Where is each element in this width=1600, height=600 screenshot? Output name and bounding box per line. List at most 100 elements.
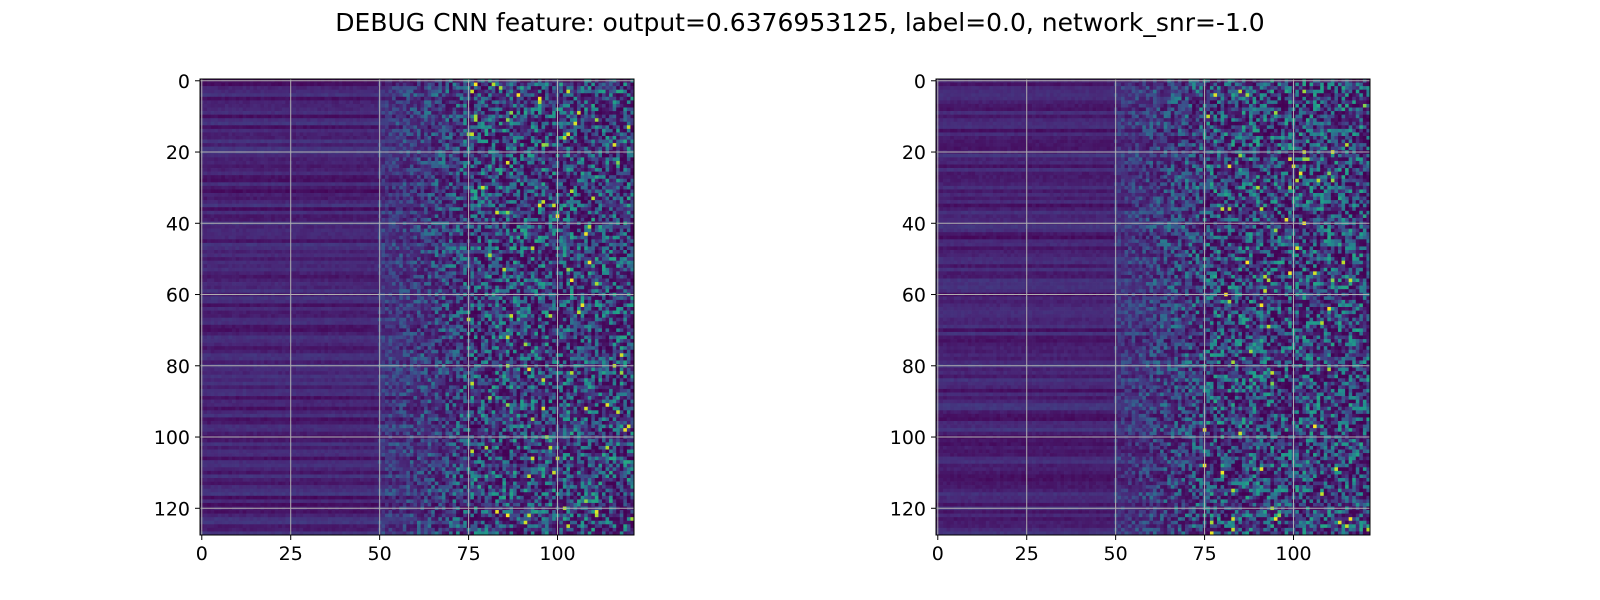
heatmap-cell: [588, 86, 592, 90]
heatmap-cell: [218, 90, 222, 94]
heatmap-cell: [502, 97, 506, 101]
heatmap-cell: [431, 97, 435, 101]
heatmap-cell: [349, 93, 353, 97]
heatmap-cell: [513, 83, 517, 87]
heatmap-cell: [499, 83, 503, 87]
heatmap-cell: [225, 86, 229, 90]
heatmap-cell: [257, 97, 261, 101]
heatmap-cell: [574, 93, 578, 97]
heatmap-cell: [296, 108, 300, 112]
heatmap-cell: [627, 104, 631, 108]
heatmap-cell: [282, 104, 286, 108]
heatmap-cells: [200, 79, 634, 535]
heatmap-cell: [438, 90, 442, 94]
heatmap-cell: [349, 90, 353, 94]
heatmap-cell: [374, 90, 378, 94]
heatmap-cell: [278, 104, 282, 108]
heatmap-cell: [335, 93, 339, 97]
heatmap-cell: [346, 93, 350, 97]
heatmap-cell: [549, 100, 553, 104]
heatmap-cell: [296, 100, 300, 104]
heatmap-cell: [609, 90, 613, 94]
heatmap-cell: [381, 90, 385, 94]
heatmap-cell: [527, 90, 531, 94]
heatmap-cell: [520, 104, 524, 108]
heatmap-cell: [509, 104, 513, 108]
heatmap-cell: [371, 90, 375, 94]
heatmap-cell: [574, 97, 578, 101]
heatmap-cell: [374, 93, 378, 97]
heatmap-cell: [325, 86, 329, 90]
heatmap-cell: [321, 90, 325, 94]
heatmap-cell: [332, 93, 336, 97]
heatmap-cell: [488, 104, 492, 108]
heatmap-cell: [442, 93, 446, 97]
heatmap-cell: [456, 100, 460, 104]
heatmap-cell: [428, 83, 432, 87]
heatmap-cell: [477, 83, 481, 87]
heatmap-cell: [243, 100, 247, 104]
heatmap-cell: [282, 93, 286, 97]
heatmap-cell: [321, 100, 325, 104]
heatmap-cell: [545, 86, 549, 90]
heatmap-cell: [353, 97, 357, 101]
heatmap-cell: [364, 97, 368, 101]
heatmap-cell: [542, 90, 546, 94]
heatmap-cell: [292, 108, 296, 112]
heatmap-cell: [236, 90, 240, 94]
heatmap-cell: [513, 86, 517, 90]
heatmap-cell: [207, 90, 211, 94]
heatmap-cell: [353, 86, 357, 90]
heatmap-cell: [623, 97, 627, 101]
heatmap-cell: [474, 104, 478, 108]
heatmap-cell: [296, 86, 300, 90]
heatmap-cell: [385, 97, 389, 101]
heatmap-cell: [328, 86, 332, 90]
heatmap-cell: [314, 100, 318, 104]
heatmap-cell: [492, 104, 496, 108]
heatmap-cell: [278, 86, 282, 90]
heatmap-cell: [474, 90, 478, 94]
heatmap-cell: [360, 93, 364, 97]
heatmap-cell: [321, 93, 325, 97]
heatmap-cell: [474, 93, 478, 97]
heatmap-cell: [428, 86, 432, 90]
heatmap-cell: [260, 97, 264, 101]
heatmap-cell: [474, 86, 478, 90]
heatmap-cell: [495, 86, 499, 90]
heatmap-cell: [218, 104, 222, 108]
heatmap-cell: [566, 83, 570, 87]
heatmap-cell: [477, 104, 481, 108]
heatmap-cell: [417, 97, 421, 101]
heatmap-cell: [410, 90, 414, 94]
heatmap-cell: [421, 93, 425, 97]
heatmap-cell: [406, 100, 410, 104]
heatmap-cell: [449, 90, 453, 94]
heatmap-cell: [314, 104, 318, 108]
heatmap-cell: [438, 100, 442, 104]
heatmap-cell: [349, 86, 353, 90]
heatmap-cell: [303, 97, 307, 101]
heatmap-cell: [534, 104, 538, 108]
heatmap-cell: [214, 97, 218, 101]
heatmap-cell: [232, 93, 236, 97]
heatmap-cell: [303, 100, 307, 104]
heatmap-cell: [613, 97, 617, 101]
heatmap-cell: [342, 83, 346, 87]
heatmap-cell: [591, 97, 595, 101]
heatmap-cell: [623, 104, 627, 108]
heatmap-cell: [403, 93, 407, 97]
heatmap-cell: [595, 90, 599, 94]
heatmap-cell: [399, 90, 403, 94]
heatmap-cell: [357, 97, 361, 101]
heatmap-cell: [246, 83, 250, 87]
heatmap-cell: [421, 97, 425, 101]
heatmap-cell: [584, 86, 588, 90]
heatmap-cell: [285, 83, 289, 87]
heatmap-cell: [527, 100, 531, 104]
heatmap-cell: [499, 97, 503, 101]
heatmap-cell: [609, 97, 613, 101]
heatmap-cell: [260, 93, 264, 97]
heatmap-cell: [321, 104, 325, 108]
heatmap-cell: [449, 104, 453, 108]
